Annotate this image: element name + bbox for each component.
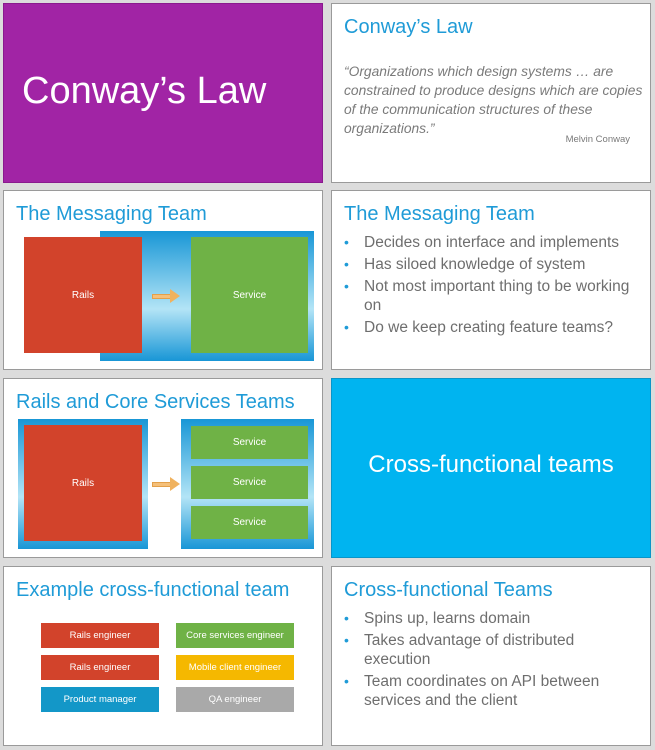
arrow-right-icon	[152, 289, 180, 303]
slide-3-title: The Messaging Team	[16, 203, 207, 225]
bullet: Team coordinates on API between services…	[344, 672, 640, 710]
slide-1-title: Conway’s Law	[22, 70, 267, 112]
service-box: Service	[191, 237, 308, 353]
slide-4[interactable]: The Messaging Team Decides on interface …	[331, 190, 651, 370]
slide-5[interactable]: Rails and Core Services Teams Rails Serv…	[3, 378, 323, 558]
quote-author: Melvin Conway	[565, 134, 630, 145]
role-product-manager: Product manager	[41, 687, 159, 712]
slide-8-title: Cross-functional Teams	[344, 579, 553, 601]
slide-1[interactable]: Conway’s Law	[3, 3, 323, 183]
slide-8-bullets: Spins up, learns domain Takes advantage …	[344, 609, 640, 713]
service-box: Service	[191, 466, 308, 499]
rails-box: Rails	[24, 425, 142, 541]
role-rails-engineer: Rails engineer	[41, 655, 159, 680]
slide-4-bullets: Decides on interface and implements Has …	[344, 233, 640, 340]
slide-2-title: Conway’s Law	[344, 16, 473, 38]
rails-label: Rails	[71, 289, 95, 301]
rails-label: Rails	[71, 477, 95, 489]
slide-4-title: The Messaging Team	[344, 203, 535, 225]
role-rails-engineer: Rails engineer	[41, 623, 159, 648]
bullet: Takes advantage of distributed execution	[344, 631, 640, 669]
slide-6[interactable]: Cross-functional teams	[331, 378, 651, 558]
slide-5-title: Rails and Core Services Teams	[16, 391, 295, 413]
slide-8[interactable]: Cross-functional Teams Spins up, learns …	[331, 566, 651, 746]
service-label: Service	[232, 517, 267, 528]
role-qa-engineer: QA engineer	[176, 687, 294, 712]
conway-quote: “Organizations which design systems … ar…	[344, 64, 643, 136]
bullet: Spins up, learns domain	[344, 609, 640, 628]
slide-7-title: Example cross-functional team	[16, 579, 290, 601]
service-label: Service	[232, 477, 267, 488]
service-label: Service	[232, 437, 267, 448]
bullet: Has siloed knowledge of system	[344, 255, 640, 274]
slide-3[interactable]: The Messaging Team Rails Service	[3, 190, 323, 370]
slide-6-title: Cross-functional teams	[368, 451, 614, 478]
service-box: Service	[191, 426, 308, 459]
slide-2[interactable]: Conway’s Law “Organizations which design…	[331, 3, 651, 183]
bullet: Do we keep creating feature teams?	[344, 318, 640, 337]
service-box: Service	[191, 506, 308, 539]
bullet: Not most important thing to be working o…	[344, 277, 640, 315]
service-label: Service	[232, 289, 267, 301]
role-mobile-client-engineer: Mobile client engineer	[176, 655, 294, 680]
rails-box: Rails	[24, 237, 142, 353]
slide-7[interactable]: Example cross-functional team Rails engi…	[3, 566, 323, 746]
role-core-services-engineer: Core services engineer	[176, 623, 294, 648]
bullet: Decides on interface and implements	[344, 233, 640, 252]
arrow-right-icon	[152, 477, 180, 491]
